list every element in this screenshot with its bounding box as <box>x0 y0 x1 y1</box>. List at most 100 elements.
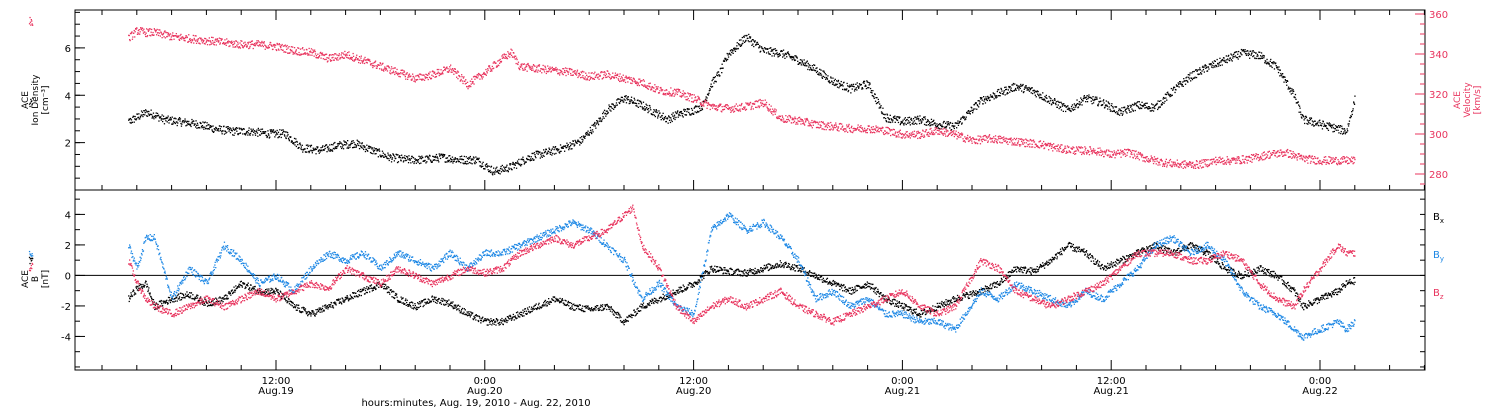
density-series-point <box>644 109 646 111</box>
density-series-point <box>419 157 421 159</box>
velocity-series-point <box>1149 160 1151 162</box>
density-series-point <box>912 118 915 120</box>
density-series-point <box>657 117 659 119</box>
density-series-point <box>1342 133 1344 135</box>
density-series-point <box>146 111 148 113</box>
density-series-point <box>889 121 891 123</box>
velocity-series-point <box>785 121 787 123</box>
velocity-series-point <box>636 84 639 87</box>
velocity-series-point <box>988 135 990 137</box>
velocity-series-point <box>1157 157 1159 159</box>
density-series-point <box>453 160 455 162</box>
velocity-series-point <box>227 42 229 44</box>
velocity-series-point <box>161 33 163 35</box>
velocity-series-point <box>749 104 751 106</box>
velocity-series-point <box>939 131 941 133</box>
density-series-point <box>411 155 413 158</box>
velocity-series-point <box>522 69 524 71</box>
velocity-series-point <box>477 72 480 75</box>
density-series-point <box>214 128 216 130</box>
density-series-point <box>308 151 310 154</box>
velocity-series-point <box>291 49 293 51</box>
density-series-point <box>968 112 971 114</box>
velocity-series-point <box>762 105 764 108</box>
density-series-point <box>1109 108 1111 110</box>
velocity-series-point <box>449 68 451 70</box>
velocity-series-point <box>1103 155 1105 158</box>
velocity-series-point <box>273 43 275 46</box>
density-series-point <box>324 147 326 150</box>
density-series-point <box>330 143 333 146</box>
density-series-point <box>1004 94 1006 96</box>
velocity-series-point <box>414 79 416 81</box>
velocity-series-point <box>674 94 676 96</box>
density-series-point <box>1078 101 1080 103</box>
density-series-point <box>1097 103 1100 105</box>
velocity-series-point <box>811 127 813 129</box>
velocity-series-point <box>270 42 272 44</box>
density-series-point <box>711 86 713 88</box>
velocity-series-point <box>879 127 881 129</box>
velocity-series-point <box>842 129 845 131</box>
velocity-series-point <box>795 123 797 125</box>
velocity-series-point <box>328 55 330 57</box>
velocity-series-point <box>172 32 174 34</box>
velocity-series-point <box>755 106 757 108</box>
velocity-series-point <box>1115 154 1117 156</box>
velocity-series-point <box>921 133 923 135</box>
density-series-point <box>419 156 422 158</box>
density-series-point <box>152 116 154 119</box>
velocity-series-point <box>254 44 257 46</box>
velocity-series-point <box>836 129 838 131</box>
velocity-series-point <box>831 124 833 126</box>
velocity-series-point <box>559 74 561 76</box>
density-series-point <box>321 146 324 148</box>
velocity-series-point <box>444 69 446 71</box>
velocity-series-point <box>803 122 805 124</box>
density-series-point <box>585 132 587 134</box>
velocity-series-point <box>1046 143 1048 145</box>
density-series-point <box>1169 93 1172 96</box>
density-series-point <box>725 57 727 60</box>
density-series-point <box>428 158 430 160</box>
velocity-series-point <box>793 120 796 122</box>
velocity-series-point <box>669 93 672 95</box>
density-series-point <box>130 122 132 124</box>
density-series-point <box>511 169 513 171</box>
density-series-point <box>632 102 634 104</box>
density-series-point <box>1322 121 1324 123</box>
density-series-point <box>606 110 608 112</box>
density-series-point <box>881 112 884 114</box>
density-series-point <box>628 102 630 105</box>
density-series-point <box>184 118 186 120</box>
velocity-series-point <box>29 16 31 19</box>
density-series-point <box>1007 89 1009 91</box>
density-series-point <box>891 119 893 121</box>
density-series-point <box>1068 107 1070 109</box>
velocity-series-point <box>945 135 947 137</box>
velocity-series-point <box>341 52 343 54</box>
density-series-point <box>1193 70 1195 73</box>
density-series-point <box>322 145 324 147</box>
density-series-point <box>820 72 822 75</box>
velocity-series-point <box>911 133 913 135</box>
velocity-series-point <box>303 53 306 55</box>
velocity-series-point <box>679 95 681 97</box>
density-series-point <box>1307 120 1309 122</box>
density-series-point <box>977 105 979 107</box>
density-series-point <box>148 110 150 113</box>
density-series-point <box>583 136 585 138</box>
density-series-point <box>144 112 146 114</box>
density-series-point <box>1113 109 1115 112</box>
density-series-point <box>499 169 501 172</box>
density-series-point <box>1070 105 1073 108</box>
velocity-series-point <box>899 132 901 134</box>
density-series-point <box>693 107 695 109</box>
velocity-series-point <box>632 80 634 83</box>
velocity-series-point <box>893 129 895 131</box>
density-series-point <box>336 147 338 149</box>
velocity-series-point <box>606 76 608 78</box>
velocity-series-point <box>581 72 583 74</box>
velocity-series-point <box>1006 138 1008 140</box>
velocity-series-point <box>255 43 258 45</box>
